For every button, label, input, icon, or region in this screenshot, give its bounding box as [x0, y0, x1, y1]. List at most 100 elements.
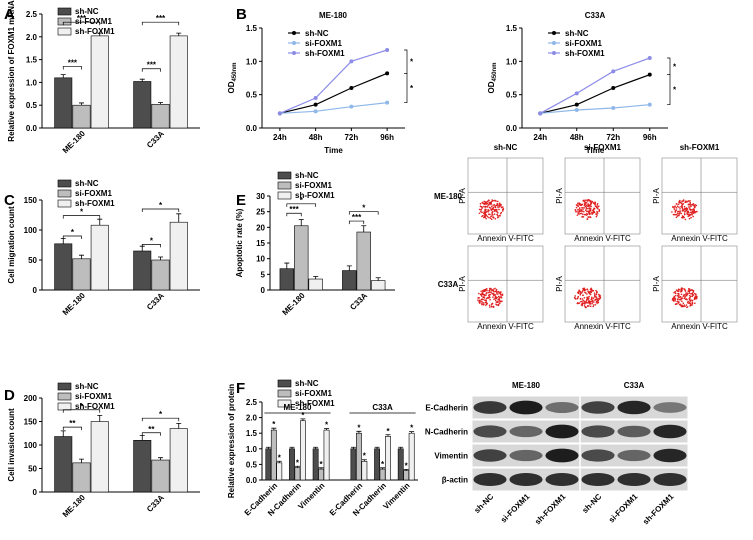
bar [133, 439, 152, 493]
point [349, 86, 354, 90]
flow-event [590, 291, 592, 294]
x-tick-label: C33A [145, 291, 166, 312]
flow-event [481, 289, 484, 292]
blot-band [509, 400, 543, 415]
flow-event [695, 210, 697, 213]
bar [133, 250, 152, 291]
y-tick-label: 0.5 [26, 101, 38, 110]
bar [90, 35, 109, 129]
flow-event [481, 301, 484, 303]
flow-event [592, 305, 595, 308]
bar [90, 421, 109, 493]
flow-event [479, 205, 482, 207]
line [539, 57, 650, 114]
significance-star: * [357, 423, 361, 432]
legend-label: si-FOXM1 [565, 39, 602, 48]
significance-star: * [296, 458, 300, 467]
flow-event [678, 214, 680, 217]
flow-event [494, 206, 497, 209]
flow-event [672, 213, 675, 216]
bar [151, 459, 170, 493]
significance-bracket [348, 220, 365, 225]
blot-lane-label: sh-NC [580, 492, 603, 515]
significance-star: * [381, 460, 385, 469]
flow-event [586, 199, 588, 201]
flow-event [595, 206, 598, 208]
blot-band [545, 424, 579, 439]
flow-event [689, 289, 692, 292]
legend-label: sh-FOXM1 [305, 49, 345, 58]
bar [276, 462, 283, 481]
point [385, 71, 390, 76]
significance-star: * [301, 411, 305, 420]
flow-event [688, 290, 691, 293]
flow-event [674, 290, 676, 293]
flow-event [695, 298, 697, 300]
significance-label: * [410, 58, 414, 67]
flow-event [678, 298, 681, 301]
significance-star: * [386, 427, 390, 436]
flow-event [482, 303, 485, 306]
flow-event [497, 205, 499, 207]
flow-event [588, 207, 591, 209]
flow-event [671, 211, 673, 213]
flow-event [578, 209, 581, 212]
x-axis-label: Time [324, 146, 343, 155]
flow-event [585, 214, 588, 216]
flow-event [579, 297, 582, 300]
flow-event [496, 209, 498, 211]
flow-event [595, 296, 598, 299]
error-bar [158, 102, 163, 105]
y-tick-label: 25 [256, 208, 265, 217]
flow-event [689, 297, 691, 299]
blot-band [581, 425, 615, 438]
point [574, 91, 579, 96]
point [574, 102, 579, 107]
group-label: ME-180 [283, 403, 312, 412]
flow-frame [564, 245, 641, 323]
flow-event [581, 215, 584, 218]
flow-event [679, 290, 682, 293]
panel-letter: D [4, 387, 15, 404]
legend-label: si-FOXM1 [75, 17, 112, 26]
flow-event [492, 206, 495, 209]
flow-event [494, 287, 496, 290]
bar [151, 259, 170, 291]
point [611, 106, 616, 110]
flow-event [674, 210, 677, 212]
flow-event [488, 216, 490, 219]
x-tick-label: 24h [273, 133, 287, 142]
flow-event [490, 201, 493, 203]
flow-event [484, 214, 487, 216]
blot-protein-label: N-Cadherin [425, 428, 468, 437]
y-tick-label: 0.5 [246, 460, 258, 469]
flow-event [488, 295, 491, 298]
flow-event [579, 212, 582, 215]
error-bar [403, 468, 409, 471]
y-tick-label: 150 [24, 196, 38, 205]
flow-event [578, 202, 581, 205]
flow-event [490, 287, 492, 290]
blot-band [617, 425, 651, 438]
flow-event [581, 206, 583, 209]
flow-event [579, 291, 582, 293]
line [279, 72, 388, 114]
error-bar [271, 427, 277, 431]
flow-event [590, 208, 592, 210]
flow-event [692, 215, 694, 218]
y-axis-label: Apoptotic rate (%) [235, 208, 244, 277]
flow-event [482, 202, 485, 205]
flow-event [497, 299, 499, 301]
legend-label: si-FOXM1 [75, 189, 112, 198]
blot-band [581, 401, 615, 414]
flow-event [481, 215, 483, 218]
flow-event [492, 288, 495, 290]
flow-event [588, 213, 591, 216]
flow-event [587, 204, 590, 207]
flow-event [496, 216, 499, 219]
flow-event [599, 296, 602, 299]
y-axis-label: Cell invasion count [7, 408, 16, 482]
flow-event [690, 211, 693, 213]
flow-plot [564, 245, 641, 323]
flow-event [582, 302, 585, 305]
